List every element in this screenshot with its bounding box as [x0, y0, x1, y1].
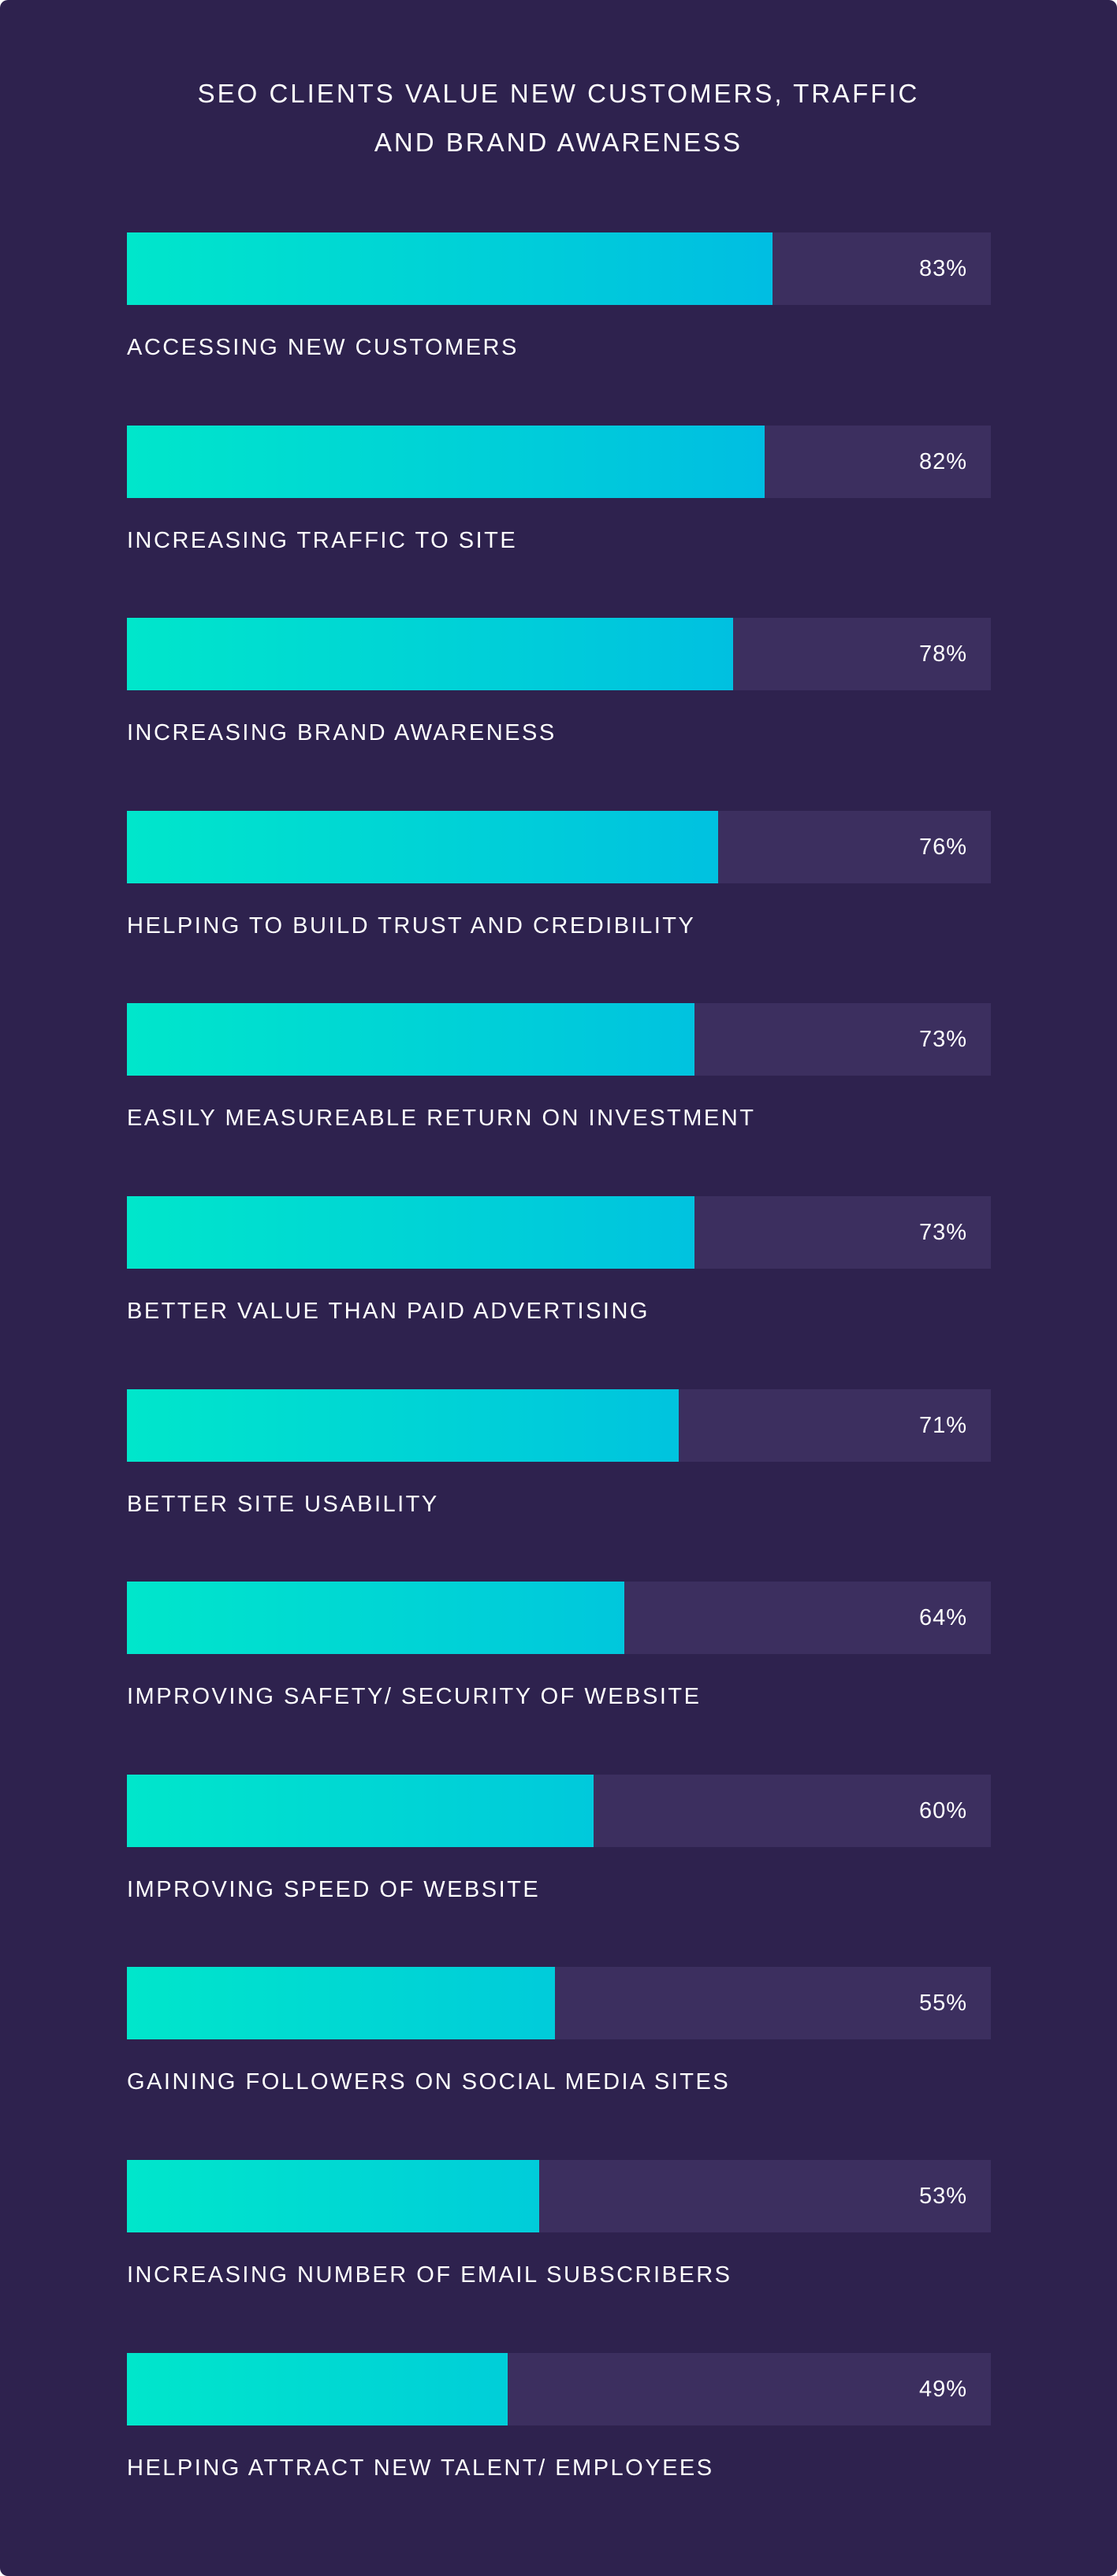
bar-category-label: BETTER VALUE THAN PAID ADVERTISING — [127, 1299, 650, 1324]
bar-row-increasing-brand-awareness: 78% INCREASING BRAND AWARENESS — [127, 618, 991, 775]
bar-track: 73% — [127, 1003, 991, 1076]
bar-increasing-number-of-email-subscribers — [127, 2160, 539, 2232]
bar-accessing-new-customers — [127, 232, 773, 305]
bar-row-improving-speed-of-website: 60% IMPROVING SPEED OF WEBSITE — [127, 1775, 991, 1932]
bar-track: 82% — [127, 426, 991, 498]
bar-row-helping-to-build-trust-and-credibility: 76% HELPING TO BUILD TRUST AND CREDIBILIT… — [127, 811, 991, 968]
bar-value-label: 76% — [918, 835, 967, 860]
bar-category-label: HELPING TO BUILD TRUST AND CREDIBILITY — [127, 913, 696, 939]
bar-track: 78% — [127, 618, 991, 690]
bar-row-easily-measureable-return-on-investment: 73% EASILY MEASUREABLE RETURN ON INVESTME… — [127, 1003, 991, 1161]
bar-value-label: 78% — [918, 641, 967, 667]
bar-track: 60% — [127, 1775, 991, 1847]
bar-row-gaining-followers-on-social-media-sites: 55% GAINING FOLLOWERS ON SOCIAL MEDIA SIT… — [127, 1967, 991, 2124]
bar-track: 73% — [127, 1196, 991, 1269]
bar-value-label: 71% — [918, 1413, 967, 1438]
bar-value-label: 55% — [918, 1991, 967, 2016]
bar-row-accessing-new-customers: 83% ACCESSING NEW CUSTOMERS — [127, 232, 991, 390]
bar-value-label: 60% — [918, 1798, 967, 1823]
bar-track: 64% — [127, 1582, 991, 1654]
bar-category-label: ACCESSING NEW CUSTOMERS — [127, 335, 519, 360]
bar-track: 49% — [127, 2353, 991, 2425]
bar-row-better-value-than-paid-advertising: 73% BETTER VALUE THAN PAID ADVERTISING — [127, 1196, 991, 1354]
bar-easily-measureable-return-on-investment — [127, 1003, 694, 1076]
bar-category-label: IMPROVING SPEED OF WEBSITE — [127, 1877, 541, 1902]
bar-category-label: INCREASING TRAFFIC TO SITE — [127, 528, 518, 553]
bar-category-label: IMPROVING SAFETY/ SECURITY OF WEBSITE — [127, 1684, 702, 1709]
bar-row-helping-attract-new-talent-employees: 49% HELPING ATTRACT NEW TALENT/ EMPLOYEES — [127, 2353, 991, 2511]
bar-track: 83% — [127, 232, 991, 305]
chart-title-line-2: AND BRAND AWARENESS — [374, 128, 743, 157]
bar-value-label: 73% — [918, 1027, 967, 1052]
bar-category-label: HELPING ATTRACT NEW TALENT/ EMPLOYEES — [127, 2455, 714, 2481]
bar-value-label: 64% — [918, 1605, 967, 1630]
bar-category-label: BETTER SITE USABILITY — [127, 1492, 439, 1517]
bar-gaining-followers-on-social-media-sites — [127, 1967, 555, 2039]
bar-helping-to-build-trust-and-credibility — [127, 811, 718, 883]
chart-title-line-1: SEO CLIENTS VALUE NEW CUSTOMERS, TRAFFIC — [197, 79, 920, 108]
bar-row-improving-safety-security-of-website: 64% IMPROVING SAFETY/ SECURITY OF WEBSITE — [127, 1582, 991, 1739]
bar-better-value-than-paid-advertising — [127, 1196, 694, 1269]
bar-track: 76% — [127, 811, 991, 883]
bar-row-better-site-usability: 71% BETTER SITE USABILITY — [127, 1389, 991, 1547]
bar-row-increasing-number-of-email-subscribers: 53% INCREASING NUMBER OF EMAIL SUBSCRIBER… — [127, 2160, 991, 2318]
bar-value-label: 82% — [918, 449, 967, 474]
bar-value-label: 53% — [918, 2184, 967, 2209]
bar-category-label: GAINING FOLLOWERS ON SOCIAL MEDIA SITES — [127, 2069, 731, 2095]
bar-category-label: INCREASING NUMBER OF EMAIL SUBSCRIBERS — [127, 2262, 732, 2288]
bar-track: 55% — [127, 1967, 991, 2039]
bar-category-label: INCREASING BRAND AWARENESS — [127, 720, 557, 745]
bar-increasing-brand-awareness — [127, 618, 733, 690]
bar-track: 53% — [127, 2160, 991, 2232]
chart-title: SEO CLIENTS VALUE NEW CUSTOMERS, TRAFFIC… — [0, 69, 1117, 167]
bar-helping-attract-new-talent-employees — [127, 2353, 508, 2425]
bar-row-increasing-traffic-to-site: 82% INCREASING TRAFFIC TO SITE — [127, 426, 991, 583]
bar-value-label: 73% — [918, 1220, 967, 1245]
bar-increasing-traffic-to-site — [127, 426, 765, 498]
bar-improving-speed-of-website — [127, 1775, 594, 1847]
bar-track: 71% — [127, 1389, 991, 1462]
bar-improving-safety-security-of-website — [127, 1582, 624, 1654]
bar-category-label: EASILY MEASUREABLE RETURN ON INVESTMENT — [127, 1106, 756, 1131]
bar-value-label: 49% — [918, 2377, 967, 2402]
bar-better-site-usability — [127, 1389, 679, 1462]
bar-value-label: 83% — [918, 256, 967, 281]
